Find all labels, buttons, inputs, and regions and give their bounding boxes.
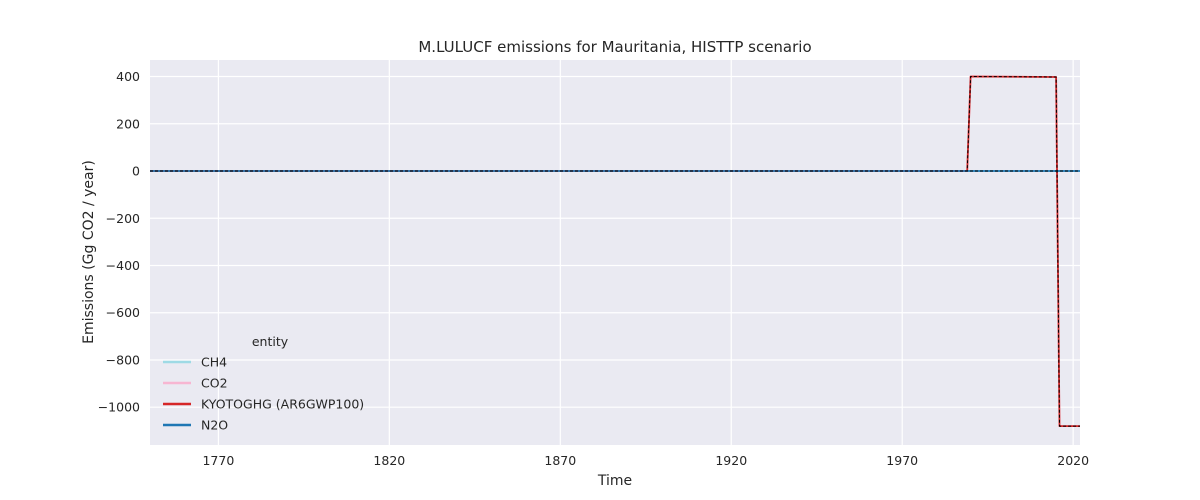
y-tick-label: 400 — [116, 69, 140, 84]
x-tick-label: 1820 — [373, 453, 405, 468]
plot-area — [150, 60, 1080, 445]
x-tick-label: 1770 — [202, 453, 234, 468]
x-tick-label: 1970 — [886, 453, 918, 468]
y-tick-label: −200 — [106, 211, 140, 226]
y-tick-label: 200 — [116, 116, 140, 131]
x-tick-label: 1920 — [715, 453, 747, 468]
legend-title: entity — [252, 334, 289, 349]
x-axis-label: Time — [597, 473, 632, 489]
y-tick-label: −800 — [106, 352, 140, 367]
y-tick-label: −1000 — [98, 400, 140, 415]
y-tick-label: −400 — [106, 258, 140, 273]
y-axis-label: Emissions (Gg CO2 / year) — [81, 160, 97, 344]
legend-label-n2o: N2O — [201, 418, 228, 433]
x-tick-label: 1870 — [544, 453, 576, 468]
legend: entity CH4 CO2 KYOTOGHG (AR6GWP100) N2O — [163, 334, 364, 433]
chart-title: M.LULUCF emissions for Mauritania, HISTT… — [418, 38, 811, 56]
series-lines — [150, 75, 1080, 428]
x-tick-labels: 1770 1820 1870 1920 1970 2020 — [202, 453, 1089, 468]
y-tick-labels: 400 200 0 −200 −400 −600 −800 −1000 — [98, 69, 140, 415]
legend-label-kyotoghg-ar6gwp100: KYOTOGHG (AR6GWP100) — [201, 397, 364, 412]
legend-label-ch4: CH4 — [201, 355, 227, 370]
y-tick-label: −600 — [106, 305, 140, 320]
y-tick-label: 0 — [132, 164, 140, 179]
x-tick-label: 2020 — [1057, 453, 1089, 468]
legend-label-co2: CO2 — [201, 376, 228, 391]
